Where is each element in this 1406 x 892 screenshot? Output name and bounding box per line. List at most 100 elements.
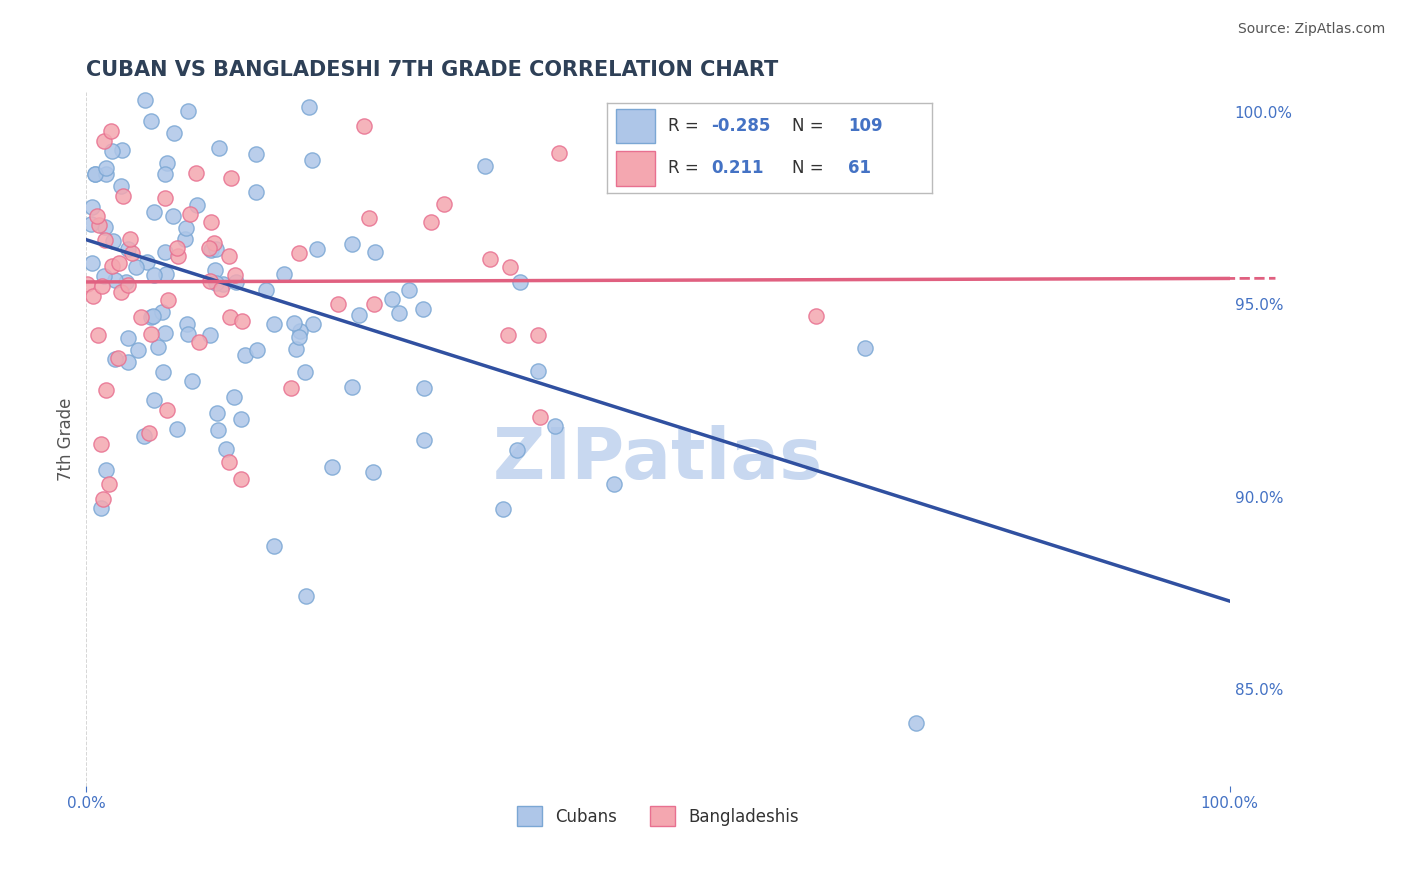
Point bbox=[176, 317, 198, 331]
Point bbox=[134, 429, 156, 443]
Point bbox=[280, 381, 302, 395]
Point bbox=[198, 241, 221, 255]
Point bbox=[111, 143, 134, 157]
Point bbox=[177, 326, 200, 341]
Point bbox=[288, 245, 311, 260]
Point bbox=[142, 309, 165, 323]
Point bbox=[134, 94, 156, 108]
Point bbox=[363, 297, 385, 311]
Point bbox=[162, 209, 184, 223]
Text: Source: ZipAtlas.com: Source: ZipAtlas.com bbox=[1237, 22, 1385, 37]
Point bbox=[204, 263, 226, 277]
Point bbox=[219, 170, 242, 185]
Point bbox=[357, 211, 380, 226]
Point bbox=[117, 242, 139, 256]
Point bbox=[83, 168, 105, 182]
Point bbox=[186, 198, 208, 212]
Point bbox=[181, 374, 204, 388]
Point bbox=[90, 279, 112, 293]
Point bbox=[603, 477, 626, 491]
Point bbox=[121, 66, 143, 80]
Point bbox=[131, 310, 153, 325]
Point bbox=[174, 221, 197, 235]
Point bbox=[413, 381, 436, 395]
Point bbox=[527, 364, 550, 378]
Point bbox=[121, 245, 143, 260]
Point bbox=[294, 365, 316, 379]
Point bbox=[166, 241, 188, 255]
Point bbox=[804, 309, 827, 323]
Point bbox=[152, 365, 174, 379]
Point bbox=[208, 141, 231, 155]
Point bbox=[246, 343, 269, 358]
Point bbox=[412, 302, 434, 317]
Point bbox=[225, 275, 247, 289]
Point bbox=[231, 314, 253, 328]
Point bbox=[283, 317, 305, 331]
Point bbox=[82, 288, 104, 302]
Point bbox=[152, 305, 174, 319]
Point bbox=[174, 232, 197, 246]
Point bbox=[110, 285, 132, 300]
Point bbox=[904, 715, 927, 730]
Point bbox=[321, 460, 343, 475]
Point bbox=[529, 410, 551, 425]
Point bbox=[527, 328, 550, 343]
Point bbox=[364, 245, 387, 260]
Point bbox=[222, 391, 245, 405]
Point bbox=[148, 339, 170, 353]
Point bbox=[86, 209, 108, 223]
Point bbox=[209, 282, 232, 296]
Point bbox=[254, 283, 277, 297]
Point bbox=[82, 256, 104, 270]
Point bbox=[328, 297, 350, 311]
Point bbox=[200, 327, 222, 342]
Point bbox=[138, 425, 160, 440]
Point bbox=[349, 308, 371, 322]
Point bbox=[112, 188, 135, 202]
Point bbox=[616, 104, 638, 119]
Point bbox=[263, 317, 285, 331]
Point bbox=[263, 539, 285, 553]
Point bbox=[115, 66, 138, 80]
Point bbox=[136, 255, 159, 269]
Point bbox=[100, 124, 122, 138]
Point bbox=[90, 500, 112, 515]
Text: ZIPatlas: ZIPatlas bbox=[494, 425, 823, 494]
Point bbox=[101, 260, 124, 274]
Point bbox=[288, 330, 311, 344]
Point bbox=[492, 502, 515, 516]
Point bbox=[509, 275, 531, 289]
Point bbox=[143, 268, 166, 283]
Point bbox=[342, 380, 364, 394]
Point bbox=[479, 252, 502, 267]
Point bbox=[205, 276, 228, 290]
Point bbox=[166, 249, 188, 263]
Y-axis label: 7th Grade: 7th Grade bbox=[58, 397, 75, 481]
Point bbox=[301, 153, 323, 168]
Point bbox=[187, 335, 209, 350]
Point bbox=[101, 234, 124, 248]
Point bbox=[156, 156, 179, 170]
Point bbox=[166, 422, 188, 436]
Point bbox=[412, 433, 434, 447]
Point bbox=[218, 455, 240, 469]
Point bbox=[90, 436, 112, 450]
Point bbox=[84, 167, 107, 181]
Point bbox=[93, 233, 115, 247]
Point bbox=[218, 248, 240, 262]
Point bbox=[342, 237, 364, 252]
Point bbox=[94, 220, 117, 235]
Point bbox=[139, 327, 162, 342]
Point bbox=[245, 147, 267, 161]
Point bbox=[155, 267, 177, 281]
Point bbox=[233, 348, 256, 362]
Point bbox=[91, 492, 114, 507]
Point bbox=[229, 412, 252, 426]
Point bbox=[499, 260, 522, 275]
Point bbox=[139, 310, 162, 324]
Point bbox=[157, 293, 180, 307]
Point bbox=[245, 185, 267, 199]
Point bbox=[205, 243, 228, 257]
Point bbox=[107, 351, 129, 366]
